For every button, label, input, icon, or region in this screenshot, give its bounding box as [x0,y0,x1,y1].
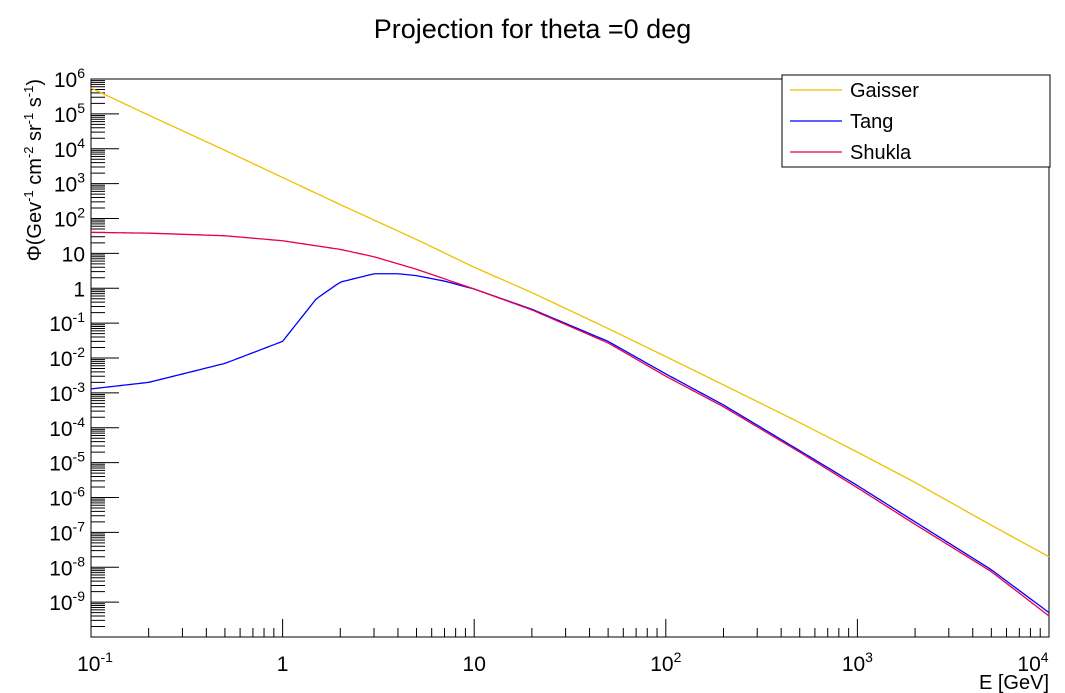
y-axis-title-exponent: -1 [21,190,36,202]
y-tick-label: 10-3 [49,379,85,406]
legend-label-shukla: Shukla [850,142,912,164]
series-gaisser-line [90,87,1050,558]
series-tang-line [90,273,1050,614]
x-tick-label: 10 [463,653,486,676]
y-axis-title-part: ) [24,79,46,86]
legend-label-tang: Tang [850,111,893,133]
legend-label-gaisser: Gaisser [850,80,919,102]
y-tick-label: 10-5 [49,449,85,476]
y-axis-title-exponent: -1 [21,86,36,98]
y-tick-label: 104 [54,135,85,162]
series-shukla-line [90,231,1050,617]
y-axis-title: Φ(Gev-1 cm-2 sr-1 s-1) [21,79,46,261]
x-tick-label: 102 [650,649,681,676]
x-axis-title: E [GeV] [979,672,1049,693]
y-tick-label: 10-1 [49,309,85,336]
y-tick-label: 10-6 [49,484,85,511]
y-tick-label: 106 [54,65,85,92]
series-layer [90,87,1050,617]
axes-layer: 10-1 1 10 102 103 10410-910-810-710-610-510-4… [21,65,1050,693]
y-tick-label: 10-7 [49,518,85,545]
x-tick-label: 104 [1017,649,1048,676]
y-axis-title-part: sr [24,124,46,147]
y-tick-label: 10-8 [49,553,85,580]
y-axis-title-part: s [24,97,46,113]
y-tick-label: 1 [73,278,85,301]
chart-title: Projection for theta =0 deg [373,14,692,44]
y-axis-title-part: cm [24,158,46,190]
y-tick-label: 102 [54,205,85,232]
y-tick-label: 10-4 [49,414,85,441]
y-axis-title-exponent: -1 [21,113,36,125]
y-tick-label: 10-2 [49,344,85,371]
y-tick-label: 10 [62,243,85,266]
y-axis-title-part: Φ(Gev [24,202,46,261]
x-tick-label: 10-1 [77,649,113,676]
y-tick-label: 103 [54,170,85,197]
x-tick-label: 103 [842,649,873,676]
y-tick-label: 10-9 [49,588,85,615]
y-tick-label: 105 [54,100,85,127]
y-axis-title-exponent: -2 [21,147,36,159]
legend-layer: Gaisser Tang Shukla [781,74,1051,168]
x-tick-label: 1 [277,653,289,676]
